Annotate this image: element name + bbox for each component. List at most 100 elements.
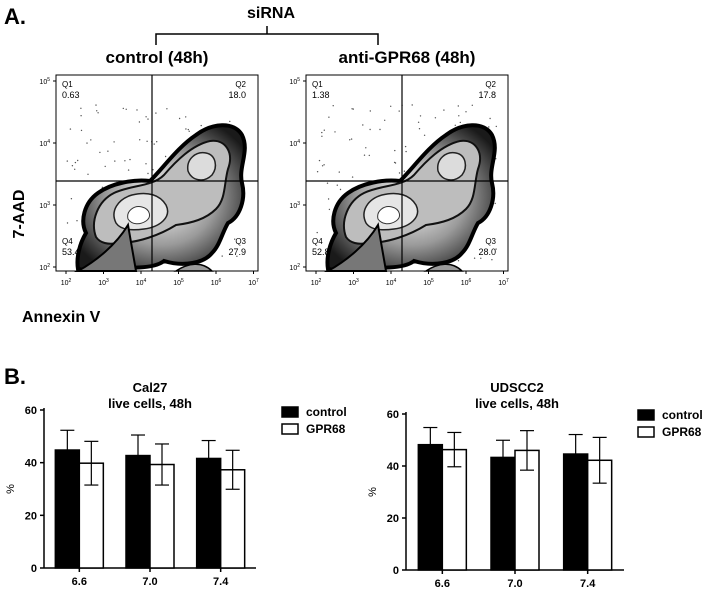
quadrant-value: 28.0 <box>478 247 496 257</box>
density-blob <box>324 123 497 272</box>
density-contour <box>187 151 217 181</box>
y-tick-label: 102 <box>289 263 300 272</box>
scatter-dot <box>369 110 371 112</box>
density-tail <box>324 222 388 272</box>
bar-control <box>562 453 589 571</box>
quadrant-name: Q2 <box>235 80 246 89</box>
panel-a-label: A. <box>4 4 26 29</box>
x-tick-label: 104 <box>136 278 147 287</box>
scatter-dot <box>166 108 168 110</box>
scatter-dot <box>404 145 407 148</box>
scatter-dot <box>127 169 130 171</box>
scatter-dot <box>365 147 367 149</box>
legend-swatch-control <box>637 409 655 421</box>
bar-control <box>195 457 222 569</box>
flow-plot-title: anti-GPR68 (48h) <box>339 48 476 67</box>
scatter-dot <box>145 163 147 165</box>
y-tick-exponent: 2 <box>47 263 50 269</box>
scatter-dot <box>495 248 497 250</box>
scatter-dot <box>363 154 366 156</box>
scatter-dot <box>114 160 116 162</box>
scatter-dot <box>113 141 115 143</box>
x-tick-label: 7.4 <box>213 576 229 588</box>
scatter-dot <box>423 134 426 136</box>
quadrant-value: 18.0 <box>228 90 246 100</box>
y-tick-label: 105 <box>39 77 50 86</box>
scatter-dot <box>139 139 141 141</box>
quadrant-name: Q4 <box>312 237 323 246</box>
x-tick-label: 103 <box>98 278 109 287</box>
x-tick-label: 103 <box>348 278 359 287</box>
scatter-dot <box>403 170 406 172</box>
scatter-dot <box>338 171 340 173</box>
y-axis-label: % <box>367 487 379 497</box>
x-tick-label: 104 <box>386 278 397 287</box>
x-tick-label: 6.6 <box>435 578 450 590</box>
x-tick-exponent: 7 <box>506 278 509 284</box>
x-tick-label: 6.6 <box>72 576 87 588</box>
quadrant-value: 0.63 <box>62 90 80 100</box>
scatter-dot <box>465 111 467 113</box>
scatter-dot <box>334 131 336 133</box>
x-tick-exponent: 6 <box>469 278 472 284</box>
scatter-dot <box>351 176 354 178</box>
scatter-dot <box>394 149 396 152</box>
x-tick-label: 102 <box>61 278 72 287</box>
bar-control <box>417 443 444 571</box>
scatter-dot <box>398 172 401 174</box>
y-tick-label: 104 <box>39 139 50 148</box>
y-tick-exponent: 5 <box>47 77 50 83</box>
scatter-dot <box>229 120 231 123</box>
scatter-dot <box>66 222 69 224</box>
density-tail <box>74 222 138 272</box>
scatter-dot <box>146 140 148 142</box>
scatter-dot <box>95 104 97 106</box>
bar-control <box>490 456 516 571</box>
x-tick-exponent: 2 <box>319 278 322 284</box>
scatter-dot <box>379 128 381 131</box>
scatter-dot <box>70 198 73 200</box>
quadrant-name: Q2 <box>485 80 496 89</box>
x-tick-label: 107 <box>498 278 509 287</box>
scatter-dot <box>76 220 78 222</box>
density-contour <box>437 151 467 181</box>
scatter-dot <box>104 165 106 168</box>
scatter-dot <box>458 115 460 117</box>
scatter-dot <box>326 182 329 184</box>
flow-plot-title: control (48h) <box>106 48 209 67</box>
scatter-dot <box>122 107 125 110</box>
legend-label-gpr68: GPR68 <box>306 422 346 436</box>
legend-swatch-gpr68 <box>637 426 655 438</box>
quadrant-name: Q1 <box>312 80 323 89</box>
scatter-dot <box>434 117 437 119</box>
x-tick-label: 106 <box>461 278 472 287</box>
x-tick-label: 7.4 <box>580 578 596 590</box>
scatter-dot <box>349 139 351 141</box>
scatter-dot <box>488 126 490 128</box>
x-tick-exponent: 4 <box>394 278 397 284</box>
legend-label-control: control <box>306 405 347 419</box>
y-axis-label-7aad: 7-AAD <box>11 190 28 239</box>
chart-title: live cells, 48h <box>108 396 192 411</box>
scatter-dot <box>145 116 147 118</box>
scatter-dot <box>96 110 98 112</box>
bar-control <box>125 454 151 569</box>
scatter-dot <box>99 151 101 154</box>
x-tick-label: 7.0 <box>507 578 522 590</box>
sirna-label: siRNA <box>247 5 295 22</box>
quadrant-name: Q4 <box>62 237 73 246</box>
y-tick-exponent: 3 <box>47 201 50 207</box>
y-tick-exponent: 5 <box>297 77 300 83</box>
scatter-dot <box>316 231 318 234</box>
scatter-dot <box>480 257 482 259</box>
scatter-dot <box>443 109 445 111</box>
x-tick-label: 105 <box>423 278 434 287</box>
y-tick-label: 40 <box>25 458 37 470</box>
quadrant-value: 53.4 <box>62 247 80 257</box>
y-axis-label: % <box>5 484 17 494</box>
scatter-dot <box>125 108 127 111</box>
